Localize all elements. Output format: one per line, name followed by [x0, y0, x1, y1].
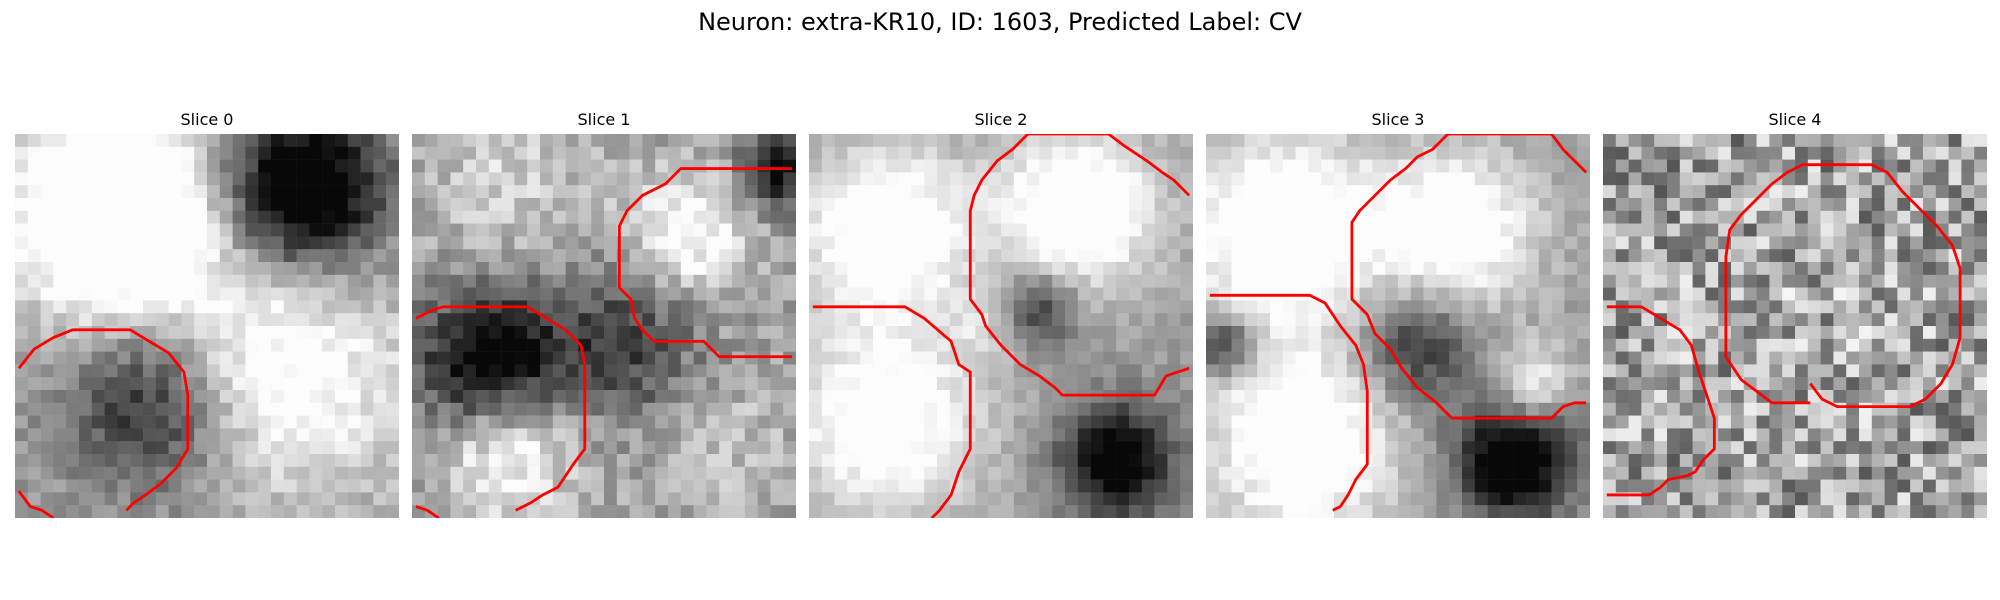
slice-panel-1: Slice 1: [412, 110, 796, 520]
pixel-grid: [15, 134, 399, 518]
contour-line: [415, 505, 440, 518]
slice-image: [1206, 134, 1590, 518]
slice-title: Slice 2: [974, 110, 1028, 129]
contour-line: [1724, 163, 1962, 409]
figure-title: Neuron: extra-KR10, ID: 1603, Predicted …: [698, 8, 1302, 36]
slice-title: Slice 1: [577, 110, 631, 129]
slice-title: Slice 0: [180, 110, 234, 129]
contour-line: [17, 490, 55, 518]
pixel-grid: [1206, 134, 1590, 518]
slice-panel-0: Slice 0: [15, 110, 399, 520]
contour-line: [1606, 305, 1716, 497]
slice-image: [15, 134, 399, 518]
pixel-grid: [412, 134, 796, 518]
contour-line: [968, 134, 1191, 397]
slice-title: Slice 3: [1371, 110, 1425, 129]
contour-line: [415, 305, 587, 512]
pixel-grid: [809, 134, 1193, 518]
slice-image: [1603, 134, 1987, 518]
pixel-grid: [1603, 134, 1987, 518]
contour-line: [812, 305, 972, 518]
slice-panel-4: Slice 4: [1603, 110, 1987, 520]
contour-line: [617, 167, 793, 359]
slice-image: [809, 134, 1193, 518]
contour-line: [1209, 293, 1369, 512]
slice-panel-3: Slice 3: [1206, 110, 1590, 520]
slice-title: Slice 4: [1768, 110, 1822, 129]
contour-line: [1350, 134, 1588, 420]
slice-image: [412, 134, 796, 518]
contour-line: [17, 328, 190, 512]
slice-panel-2: Slice 2: [809, 110, 1193, 520]
